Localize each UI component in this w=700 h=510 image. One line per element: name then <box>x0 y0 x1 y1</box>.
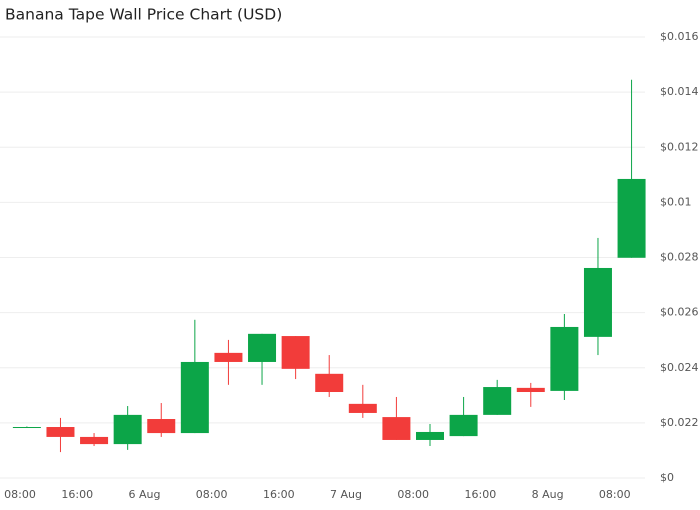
candle-body <box>80 436 109 445</box>
x-tick-label: 08:00 <box>196 488 228 501</box>
candle-body <box>12 427 41 429</box>
x-tick-label: 08:00 <box>4 488 36 501</box>
y-tick-label: $0.024 <box>660 361 699 374</box>
y-tick-label: $0.014 <box>660 85 699 98</box>
x-tick-label: 16:00 <box>263 488 295 501</box>
candle-body <box>147 419 176 434</box>
x-tick-label: 6 Aug <box>128 488 160 501</box>
y-tick-label: $0.016 <box>660 30 699 43</box>
candle-body <box>180 361 209 434</box>
y-tick-label: $0.028 <box>660 251 699 264</box>
y-tick-label: $0.012 <box>660 140 699 153</box>
candle-body <box>315 373 344 393</box>
candle-body <box>617 178 646 258</box>
candle-body <box>583 267 612 337</box>
x-tick-label: 8 Aug <box>532 488 564 501</box>
candle-body <box>248 333 277 362</box>
candle-body <box>348 403 377 413</box>
candle-body <box>113 414 142 445</box>
x-tick-label: 16:00 <box>61 488 93 501</box>
candle-body <box>46 427 75 437</box>
y-tick-label: $0.022 <box>660 416 699 429</box>
candle-body <box>550 326 579 391</box>
y-tick-label: $0.026 <box>660 306 699 319</box>
y-tick-label: $0.01 <box>660 195 692 208</box>
candle-body <box>281 336 310 369</box>
candle-body <box>516 387 545 393</box>
candle-body <box>214 352 243 362</box>
candle-body <box>416 431 444 440</box>
candle-body <box>449 414 478 437</box>
x-tick-label: 16:00 <box>465 488 497 501</box>
x-tick-label: 08:00 <box>599 488 631 501</box>
y-tick-label: $0 <box>660 471 674 484</box>
candle-body <box>483 387 512 415</box>
candle-body <box>382 417 411 440</box>
x-tick-label: 08:00 <box>397 488 429 501</box>
x-tick-label: 7 Aug <box>330 488 362 501</box>
chart-title: Banana Tape Wall Price Chart (USD) <box>5 6 282 24</box>
